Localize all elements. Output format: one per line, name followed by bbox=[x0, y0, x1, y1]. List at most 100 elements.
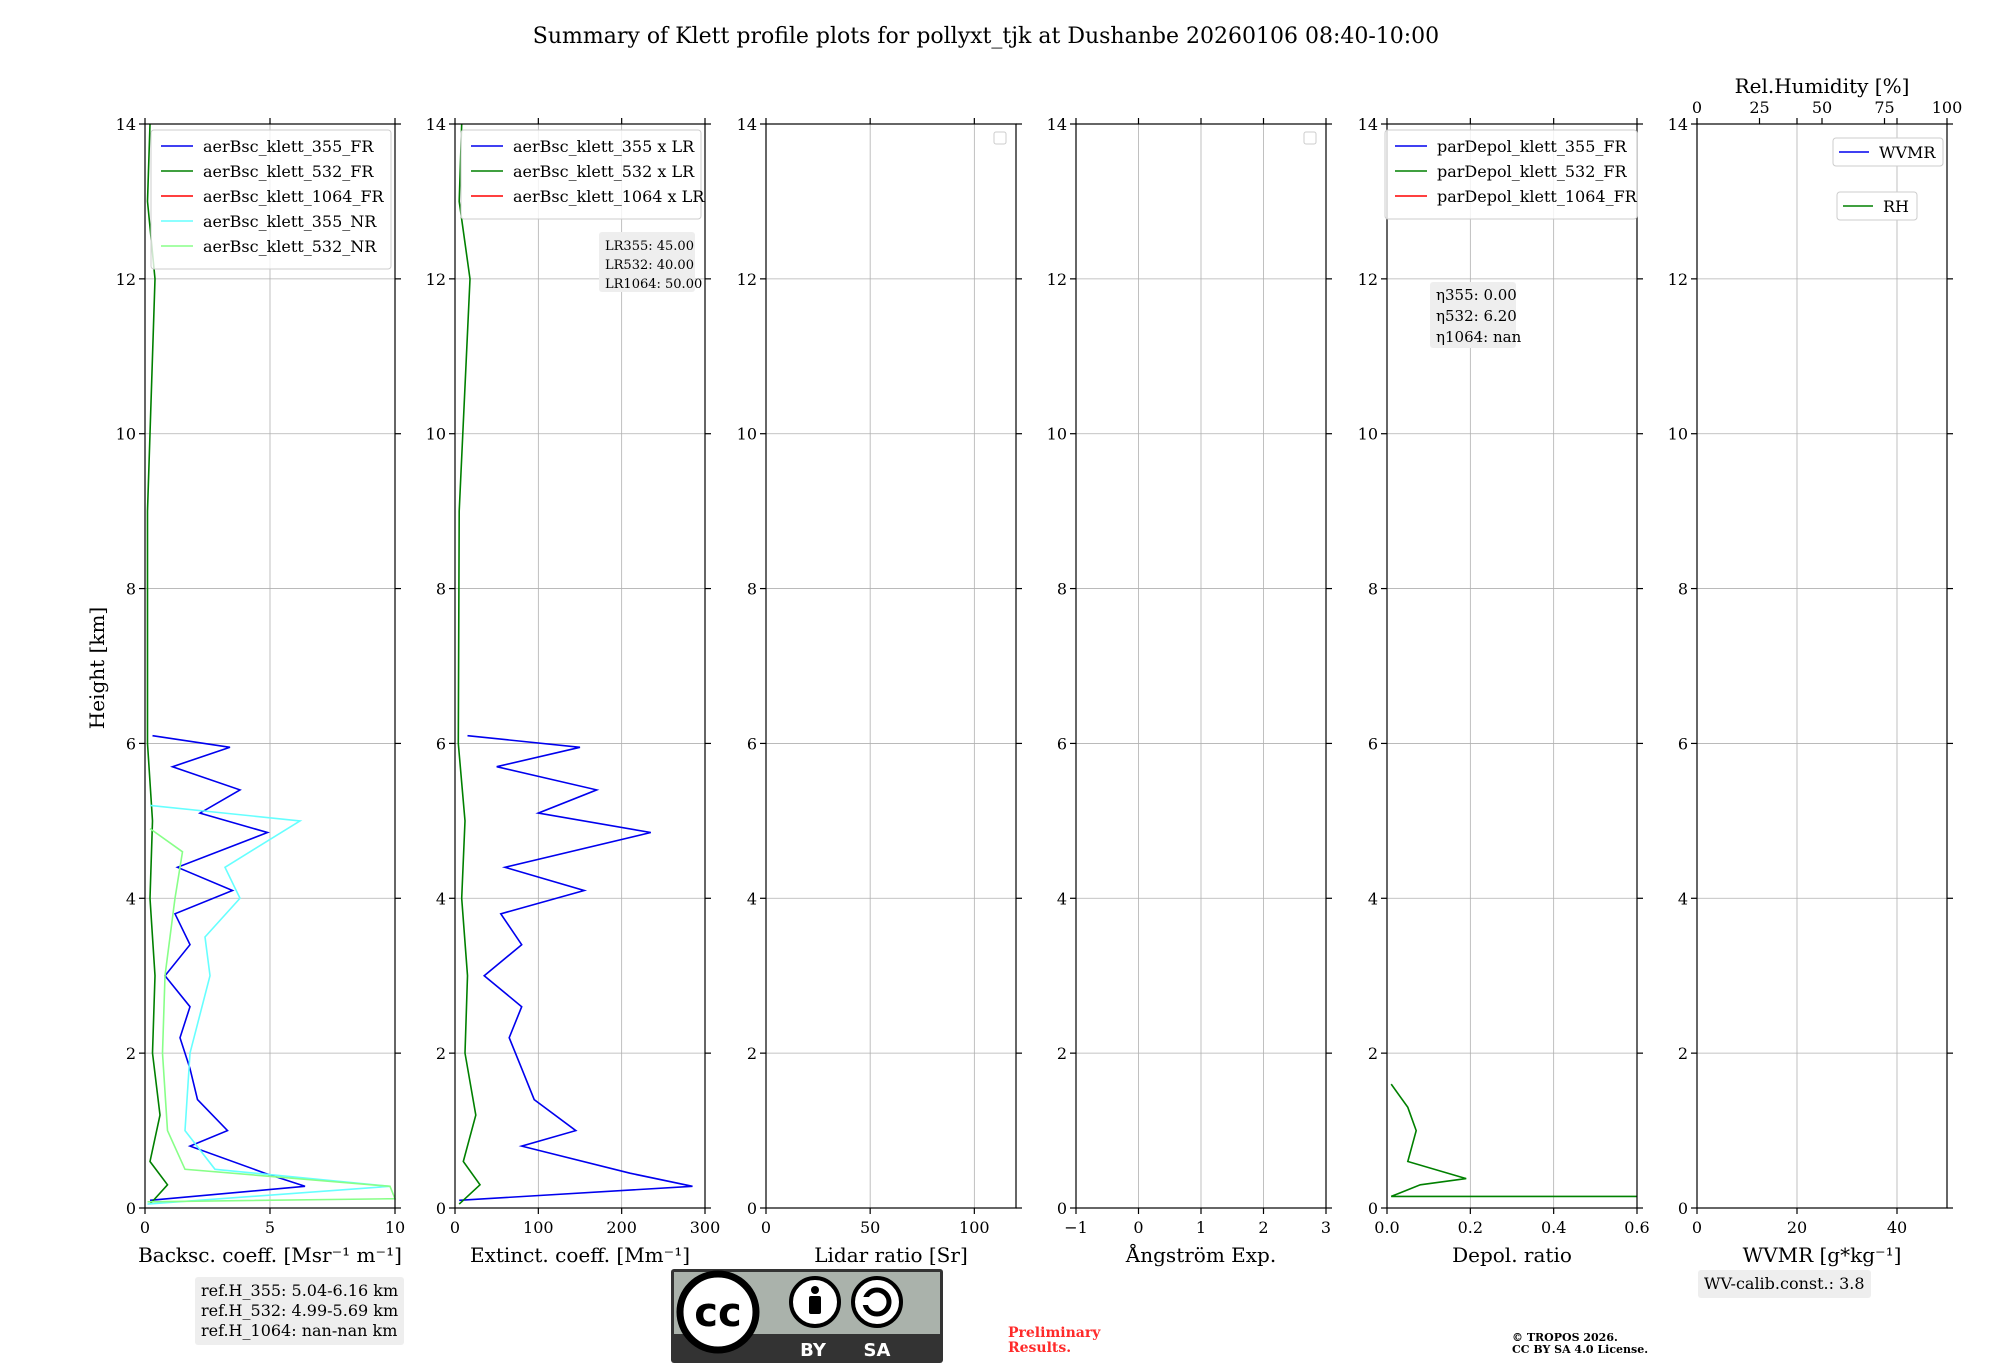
x-tick-label: 10 bbox=[385, 1218, 405, 1237]
svg-text:cc: cc bbox=[694, 1290, 741, 1336]
plot-frame bbox=[765, 123, 1017, 1209]
top-axis-tick-label: 50 bbox=[1812, 98, 1832, 117]
y-tick-label: 8 bbox=[1678, 580, 1688, 599]
x-tick-label: 5 bbox=[265, 1218, 275, 1237]
wv-calib-text: WV-calib.const.: 3.8 bbox=[1704, 1274, 1865, 1293]
series-line-aerBsc_klett_355_NR bbox=[147, 804, 391, 1205]
series-line-aerBsc_klett_355 x LR bbox=[459, 734, 693, 1202]
y-tick-label: 2 bbox=[126, 1044, 136, 1063]
series-line-aerBsc_klett_532 x LR bbox=[457, 123, 482, 1205]
x-tick-label: 100 bbox=[523, 1218, 554, 1237]
lidar-ratio-label: LR532: 40.00 bbox=[605, 258, 694, 273]
copyright-line-1: © TROPOS 2026. bbox=[1512, 1331, 1618, 1344]
y-tick-label: 6 bbox=[1057, 734, 1067, 753]
legend-entry: parDepol_klett_1064_FR bbox=[1437, 187, 1638, 206]
x-tick-label: 200 bbox=[606, 1218, 637, 1237]
by-label: BY bbox=[800, 1340, 827, 1361]
legend-entry: aerBsc_klett_532 x LR bbox=[513, 162, 695, 181]
x-axis-label: Depol. ratio bbox=[1452, 1243, 1572, 1267]
y-tick-label: 6 bbox=[126, 734, 136, 753]
x-axis-label: WVMR [g*kg⁻¹] bbox=[1743, 1243, 1902, 1267]
y-tick-label: 0 bbox=[126, 1199, 136, 1218]
x-tick-label: 40 bbox=[1887, 1218, 1907, 1237]
y-tick-label: 6 bbox=[747, 734, 757, 753]
legend-entry: aerBsc_klett_355_NR bbox=[203, 212, 377, 231]
y-tick-label: 14 bbox=[1047, 115, 1067, 134]
plot-frame bbox=[1696, 123, 1948, 1209]
sa-label: SA bbox=[864, 1340, 891, 1361]
x-tick-label: 0 bbox=[450, 1218, 460, 1237]
x-tick-label: 300 bbox=[690, 1218, 721, 1237]
x-tick-label: 100 bbox=[959, 1218, 990, 1237]
series-line-parDepol_klett_532_FR bbox=[1390, 1083, 1637, 1198]
panel-lidar_ratio: 0 50 100 0 2 4 6 8 10 12 14 Lidar ratio [Sr] bbox=[737, 115, 1022, 1267]
y-tick-label: 6 bbox=[1368, 734, 1378, 753]
y-tick-label: 10 bbox=[426, 425, 446, 444]
y-tick-label: 10 bbox=[1358, 425, 1378, 444]
y-tick-label: 8 bbox=[1057, 580, 1067, 599]
legend-entry: WVMR bbox=[1879, 143, 1936, 162]
y-tick-label: 10 bbox=[1047, 425, 1067, 444]
legend-entry: aerBsc_klett_355_FR bbox=[203, 137, 374, 156]
preliminary-line-1: Preliminary bbox=[1008, 1325, 1101, 1341]
legend-entry: aerBsc_klett_1064_FR bbox=[203, 187, 385, 206]
series-line-aerBsc_klett_355_FR bbox=[149, 734, 306, 1202]
plot-frame bbox=[1386, 123, 1638, 1209]
y-tick-label: 8 bbox=[126, 580, 136, 599]
y-tick-label: 6 bbox=[1678, 734, 1688, 753]
y-tick-label: 4 bbox=[1678, 889, 1688, 908]
ref-height-355: ref.H_355: 5.04-6.16 km bbox=[201, 1281, 399, 1300]
y-tick-label: 8 bbox=[747, 580, 757, 599]
series-line-aerBsc_klett_532_NR bbox=[147, 827, 397, 1203]
y-tick-label: 2 bbox=[747, 1044, 757, 1063]
legend-entry: aerBsc_klett_532_FR bbox=[203, 162, 374, 181]
empty-legend-box bbox=[993, 131, 1007, 145]
eta-box bbox=[1430, 282, 1516, 348]
y-tick-label: 8 bbox=[436, 580, 446, 599]
y-tick-label: 8 bbox=[1368, 580, 1378, 599]
legend-entry: aerBsc_klett_532_NR bbox=[203, 237, 377, 256]
y-tick-label: 2 bbox=[1057, 1044, 1067, 1063]
by-icon bbox=[789, 1276, 841, 1328]
legend-box bbox=[1836, 191, 1918, 221]
legend-box bbox=[1832, 137, 1944, 167]
y-tick-label: 2 bbox=[1678, 1044, 1688, 1063]
y-tick-label: 4 bbox=[126, 889, 136, 908]
legend-entry: RH bbox=[1883, 197, 1909, 216]
y-tick-label: 14 bbox=[1668, 115, 1688, 134]
copyright-note: © TROPOS 2026. CC BY SA 4.0 License. bbox=[1512, 1332, 1732, 1356]
lidar-ratio-box bbox=[599, 232, 695, 292]
top-axis-tick-label: 25 bbox=[1749, 98, 1769, 117]
ref-height-1064: ref.H_1064: nan-nan km bbox=[201, 1321, 398, 1340]
legend-box bbox=[460, 129, 702, 220]
legend-entry: parDepol_klett_532_FR bbox=[1437, 162, 1628, 181]
panel-extinction: 0 100 200 300 0 2 4 6 8 10 12 14 Extinct. coeff. [Mm… bbox=[426, 115, 721, 1267]
y-tick-label: 14 bbox=[737, 115, 757, 134]
y-tick-label: 10 bbox=[737, 425, 757, 444]
preliminary-note: Preliminary Results. bbox=[1008, 1326, 1138, 1356]
y-tick-label: 4 bbox=[436, 889, 446, 908]
y-tick-label: 6 bbox=[436, 734, 446, 753]
y-tick-label: 0 bbox=[1057, 1199, 1067, 1218]
legend-entry: parDepol_klett_355_FR bbox=[1437, 137, 1628, 156]
top-axis-tick-label: 0 bbox=[1692, 98, 1702, 117]
x-tick-label: 0.6 bbox=[1624, 1218, 1649, 1237]
x-tick-label: −1 bbox=[1064, 1218, 1088, 1237]
y-tick-label: 10 bbox=[116, 425, 136, 444]
y-tick-label: 12 bbox=[116, 270, 136, 289]
series-line-aerBsc_klett_532_FR bbox=[146, 123, 169, 1205]
y-tick-label: 14 bbox=[1358, 115, 1378, 134]
x-tick-label: 1 bbox=[1196, 1218, 1206, 1237]
panel-wvmr: 0 20 40 0 2 4 6 8 10 12 14 WVMR [g*kg⁻¹] 0 25 50 75 100 R… bbox=[1668, 74, 1963, 1267]
y-tick-label: 12 bbox=[737, 270, 757, 289]
eta-label: η355: 0.00 bbox=[1436, 286, 1517, 304]
top-axis-tick-label: 75 bbox=[1874, 98, 1894, 117]
x-tick-label: 3 bbox=[1321, 1218, 1331, 1237]
x-axis-label: Ångström Exp. bbox=[1125, 1242, 1276, 1267]
panel-backscatter: 0 5 10 0 2 4 6 8 10 12 14 Backsc. coeff. [Msr⁻¹ m⁻¹… bbox=[116, 115, 406, 1267]
y-axis-label: Height [km] bbox=[85, 607, 109, 729]
y-tick-label: 12 bbox=[1358, 270, 1378, 289]
wv-calib-box: WV-calib.const.: 3.8 bbox=[1698, 1270, 1871, 1298]
legend-entry: aerBsc_klett_1064 x LR bbox=[513, 187, 705, 206]
